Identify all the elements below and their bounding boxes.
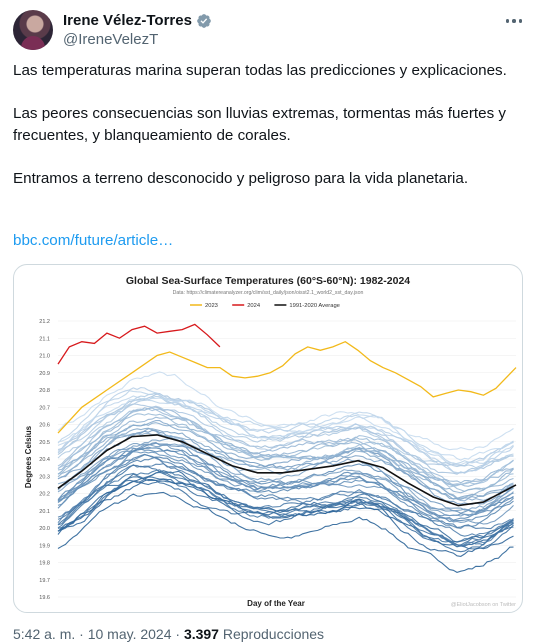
historic-series [57,371,514,573]
historic-year-line [57,447,514,513]
tweet-meta: 5:42 a. m. · 10 may. 2024 · 3.397 Reprod… [13,626,324,642]
historic-year-line [57,454,514,529]
historic-year-line [57,395,514,469]
handle[interactable]: @IreneVelezT [63,31,159,48]
historic-year-line [57,437,514,512]
historic-year-line [57,456,514,537]
views-label: Reproducciones [218,626,325,642]
sst-chart: Global Sea-Surface Temperatures (60°S-60… [24,275,517,608]
y-tick-label: 21.0 [39,354,50,360]
y-tick-label: 19.8 [39,561,50,567]
y-tick-label: 19.9 [39,543,50,549]
y-tick-label: 20.6 [39,423,50,429]
y-tick-label: 21.2 [39,319,50,325]
series-line [57,323,221,365]
historic-year-line [57,416,514,484]
y-tick-label: 20.3 [39,474,50,480]
y-tick-label: 19.6 [39,595,50,601]
highlight-series [57,323,517,507]
y-tick-label: 20.8 [39,388,50,394]
more-options-icon[interactable] [503,12,525,30]
chart-title: Global Sea-Surface Temperatures (60°S-60… [126,275,410,287]
legend-label: 2023 [205,303,218,309]
chart-subtitle: Data: https://climatereanalyzer.org/clim… [173,290,364,296]
y-tick-label: 21.1 [39,336,50,342]
tweet-text: Las temperaturas marina superan todas la… [13,60,529,210]
y-tick-label: 20.5 [39,440,50,446]
tweet-paragraph: Las peores consecuencias son lluvias ext… [13,104,506,145]
historic-year-line [57,428,514,500]
tweet-paragraph: Las temperaturas marina superan todas la… [13,62,507,79]
historic-year-line [57,463,514,530]
article-link[interactable]: bbc.com/future/article… [13,232,174,249]
chart-credit: @EliotJacobson on Twitter [451,602,516,608]
historic-year-line [57,427,514,500]
legend-label: 1991-2020 Average [289,303,340,309]
views-count: 3.397 [183,626,219,642]
historic-year-line [57,469,514,548]
y-tick-label: 19.7 [39,578,50,584]
y-tick-label: 20.7 [39,405,50,411]
historic-year-line [57,395,514,466]
y-tick-label: 20.0 [39,526,50,532]
chart-image[interactable]: Global Sea-Surface Temperatures (60°S-60… [13,264,523,613]
historic-year-line [57,453,514,547]
series-line [57,340,517,434]
historic-year-line [57,390,514,465]
name-row: Irene Vélez-Torres [63,12,212,29]
timestamp[interactable]: 5:42 a. m. · 10 may. 2024 · [13,626,184,642]
x-axis-label: Day of the Year [247,599,305,608]
historic-year-line [57,371,514,451]
historic-year-line [57,478,514,557]
y-axis-label: Degrees Celsius [24,425,33,488]
y-tick-label: 20.9 [39,371,50,377]
chart-legend: 2023 2024 1991-2020 Average [190,303,340,309]
historic-year-line [57,429,514,505]
historic-year-line [57,442,514,517]
y-tick-label: 20.4 [39,457,50,463]
verified-badge-icon [197,13,211,28]
historic-year-line [57,473,514,553]
tweet-header: Irene Vélez-Torres @IreneVelezT [13,10,529,50]
y-tick-label: 20.1 [39,509,50,515]
display-name[interactable]: Irene Vélez-Torres [63,12,192,29]
historic-year-line [57,407,514,487]
avatar[interactable] [13,10,53,50]
legend-label: 2024 [247,303,261,309]
historic-year-line [57,397,514,461]
tweet-paragraph: Entramos a terreno desconocido y peligro… [13,169,469,187]
y-tick-label: 20.2 [39,492,50,498]
series-line [57,434,517,507]
historic-year-line [57,408,514,488]
historic-year-line [57,491,514,573]
